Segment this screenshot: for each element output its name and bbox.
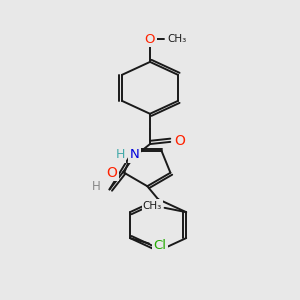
Text: N: N	[130, 148, 140, 161]
Text: CH₃: CH₃	[168, 34, 187, 44]
Text: H: H	[116, 148, 125, 161]
Text: H: H	[92, 180, 100, 193]
Text: CH₃: CH₃	[143, 201, 162, 211]
Text: N: N	[107, 165, 117, 179]
Text: O: O	[174, 134, 185, 148]
Text: O: O	[145, 33, 155, 46]
Text: O: O	[106, 166, 117, 180]
Text: Cl: Cl	[153, 239, 166, 252]
